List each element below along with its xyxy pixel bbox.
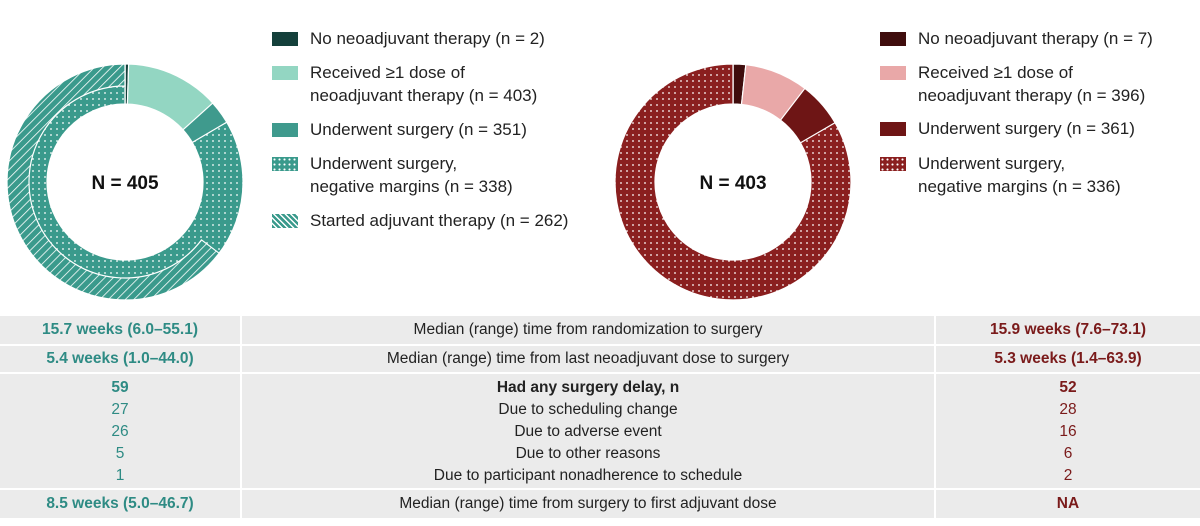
legend-label: Underwent surgery (n = 361) [918,119,1135,138]
table-cell-bg [242,374,934,488]
legend-label: Underwent surgery, negative margins (n =… [918,154,1121,196]
legend-label: Underwent surgery (n = 351) [310,120,527,139]
donut-segment [614,63,852,301]
table-cell: Due to participant nonadherence to sched… [433,467,743,484]
table-cell: NA [1056,495,1080,512]
table-cell-bg [0,316,240,344]
legend-swatch [272,214,298,228]
table-cell: Median (range) time from randomization t… [413,321,763,338]
table-cell: 8.5 weeks (5.0–46.7) [46,495,194,512]
table-cell: 26 [111,423,129,440]
legend-swatch [272,32,298,46]
table-cell: 5.3 weeks (1.4–63.9) [994,350,1142,367]
table-cell: Median (range) time from last neoadjuvan… [386,350,790,367]
table-cell: 15.9 weeks (7.6–73.1) [990,321,1146,338]
legend-swatch [272,157,298,171]
table-cell-bg [936,346,1200,372]
legend-swatch [272,123,298,137]
legend-swatch [272,66,298,80]
legend-swatch [880,157,906,171]
legend-label: No neoadjuvant therapy (n = 7) [918,29,1153,48]
table-cell-bg [242,490,934,518]
table-cell: 16 [1059,423,1077,440]
table-cell-bg [0,374,240,488]
legend-label: Underwent surgery, negative margins (n =… [310,154,513,196]
legend-label: Started adjuvant therapy (n = 262) [310,211,569,230]
table-cell-bg [936,490,1200,518]
table-cell-bg [936,316,1200,344]
center-label: N = 405 [91,173,159,194]
table-cell: 6 [1063,445,1073,462]
table-cell: Median (range) time from surgery to firs… [399,495,777,512]
table-cell: Due to adverse event [514,423,662,440]
legend-label: Received ≥1 dose of neoadjuvant therapy … [918,63,1146,105]
donut-segment [6,63,220,301]
legend-label: No neoadjuvant therapy (n = 2) [310,29,545,48]
table-cell: 2 [1063,467,1073,484]
table-cell-bg [936,374,1200,488]
table-cell-bg [0,490,240,518]
table-cell: 15.7 weeks (6.0–55.1) [42,321,198,338]
table-cell: Had any surgery delay, n [496,379,680,396]
table-cell: 52 [1059,379,1077,396]
table-cell-bg [242,346,934,372]
table-cell: 5 [115,445,125,462]
table-cell: 59 [111,379,129,396]
table-cell: 1 [115,467,125,484]
table-cell-bg [0,346,240,372]
table-cell-bg [242,316,934,344]
legend-label: Received ≥1 dose of neoadjuvant therapy … [310,63,538,105]
table-cell: 27 [111,401,129,418]
table-cell: Due to scheduling change [498,401,678,418]
center-label: N = 403 [699,173,766,194]
table-cell: 5.4 weeks (1.0–44.0) [46,350,194,367]
legend-swatch [880,122,906,136]
table-cell: Due to other reasons [515,445,661,462]
legend-swatch [880,66,906,80]
legend-swatch [880,32,906,46]
table-cell: 28 [1059,401,1077,418]
